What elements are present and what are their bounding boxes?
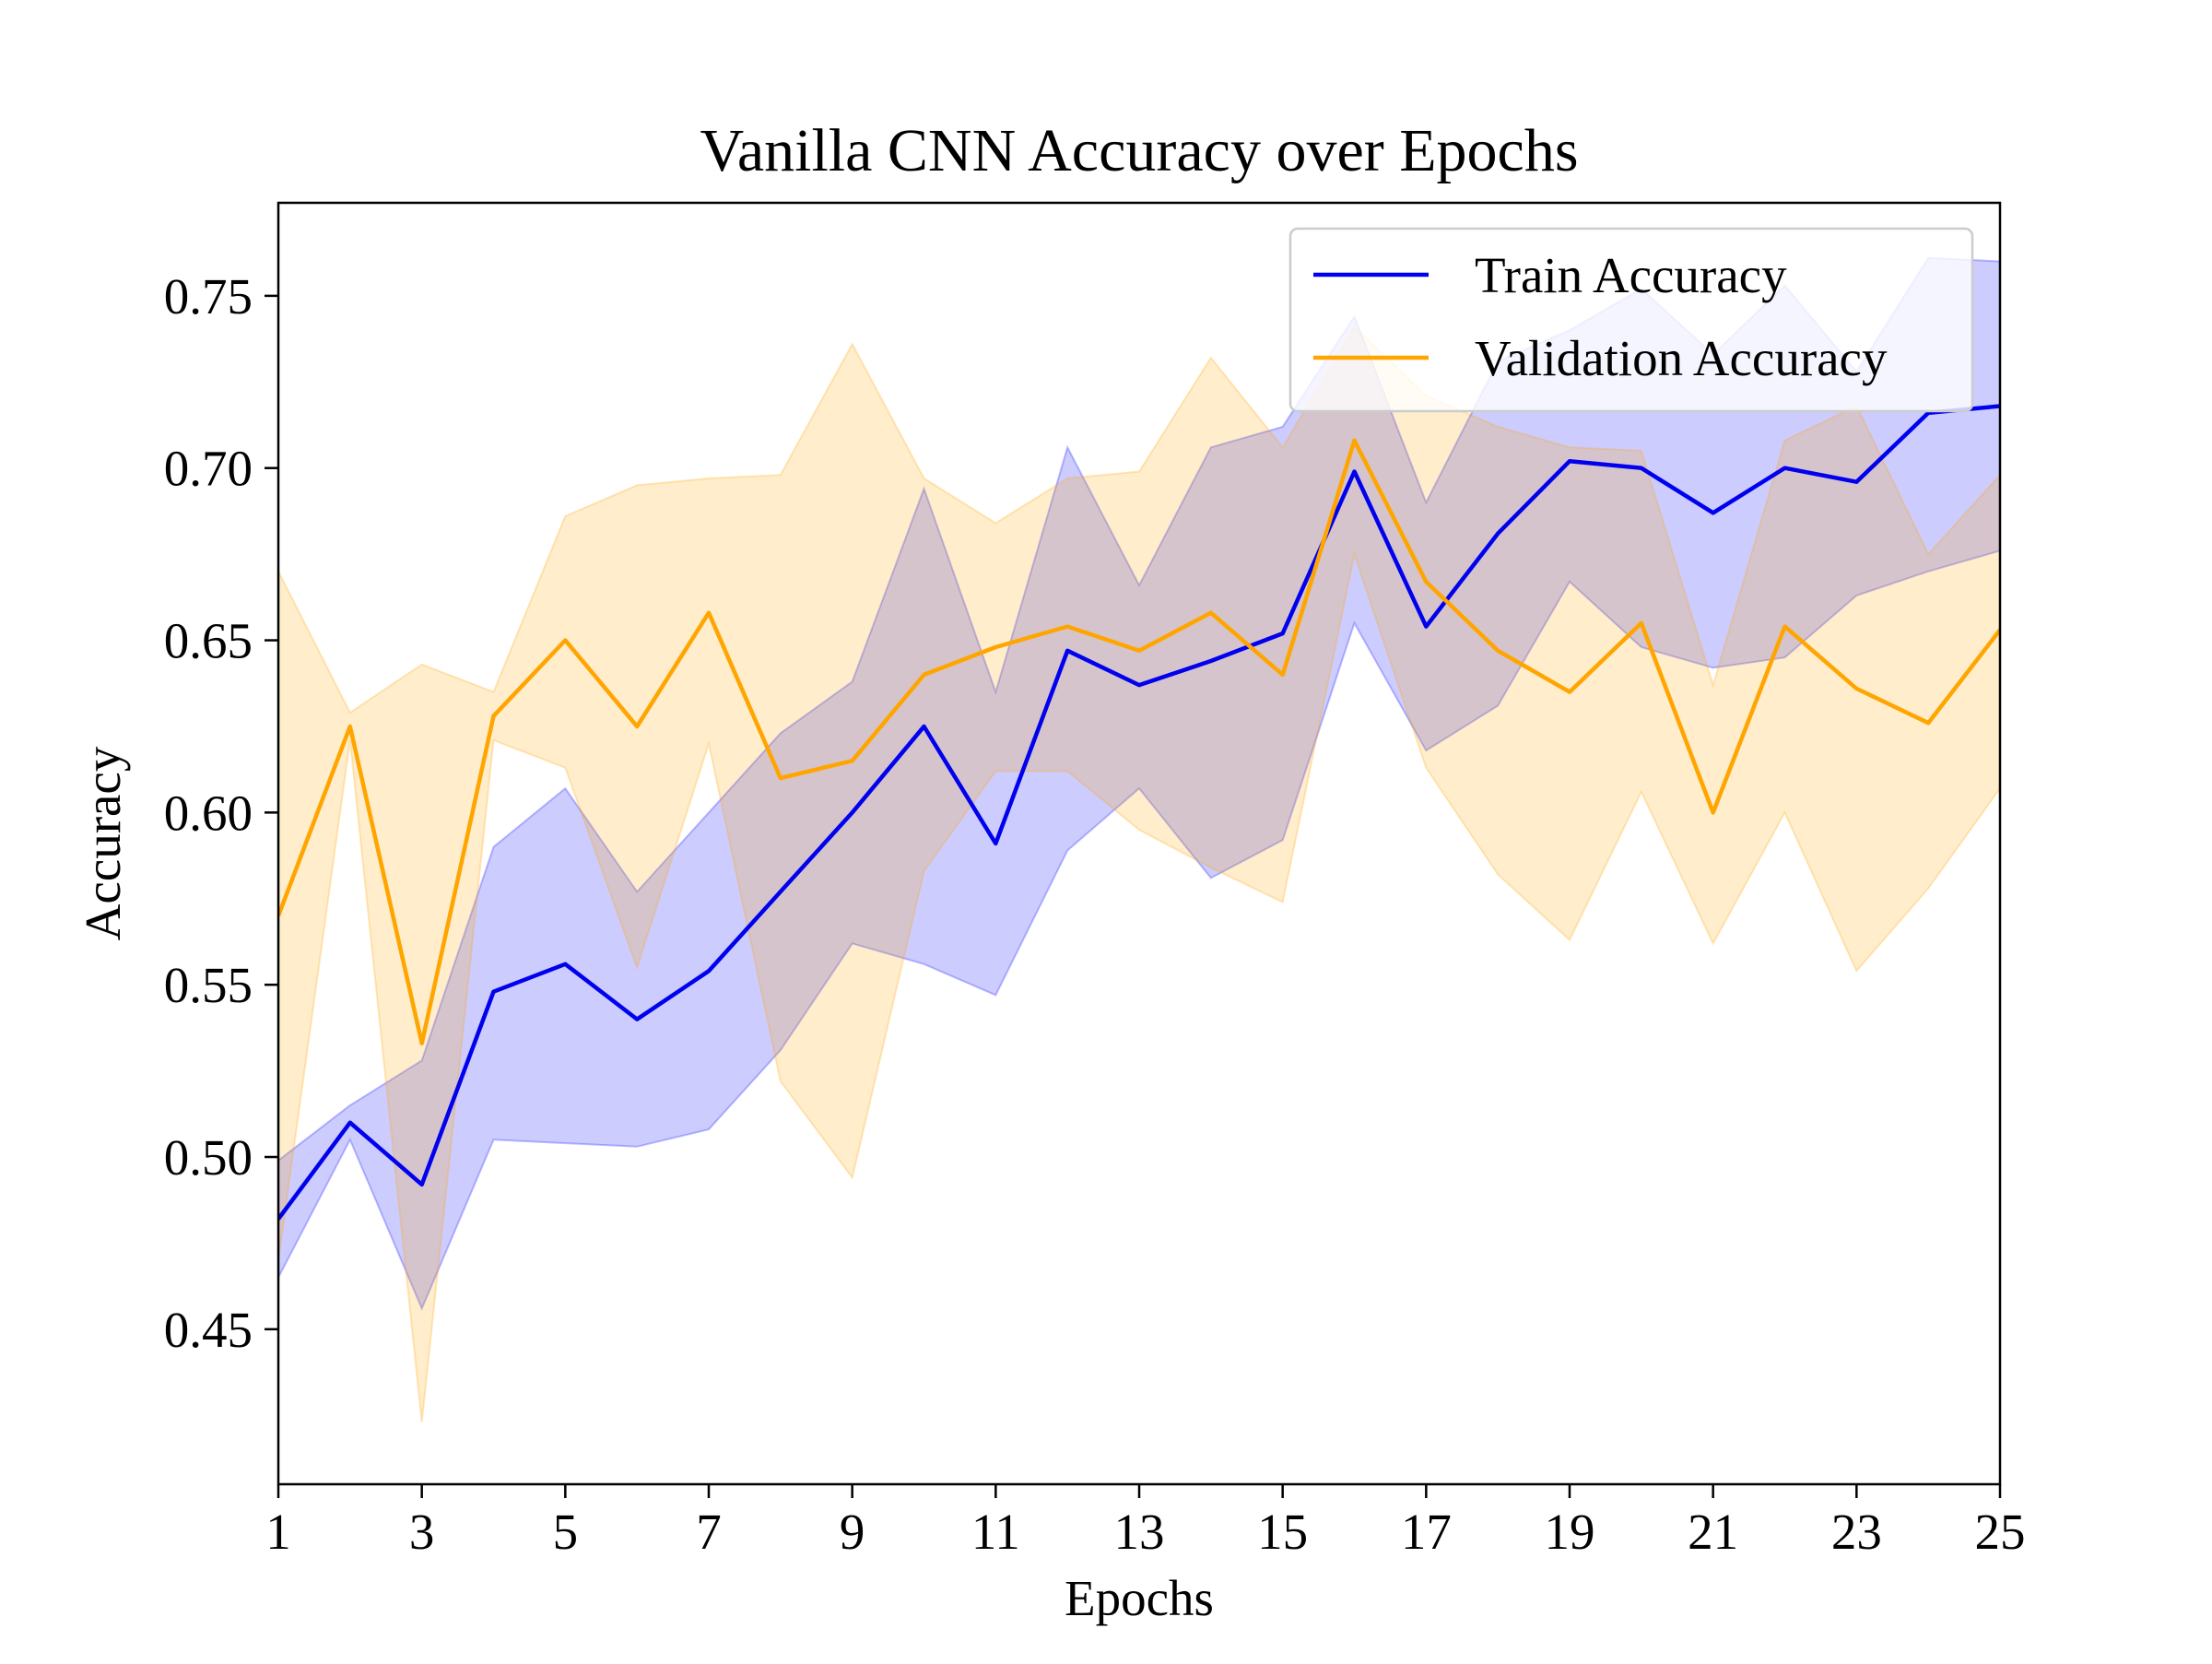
- x-tick-label: 3: [409, 1504, 435, 1560]
- x-tick-label: 9: [840, 1504, 865, 1560]
- x-axis-label: Epochs: [1065, 1570, 1214, 1626]
- y-tick-label: 0.60: [164, 785, 253, 841]
- x-tick-label: 23: [1831, 1504, 1882, 1560]
- series-2-band: [278, 325, 2000, 1422]
- y-tick-label: 0.75: [164, 268, 253, 325]
- x-tick-label: 21: [1688, 1504, 1738, 1560]
- x-tick-label: 17: [1401, 1504, 1452, 1560]
- x-tick-label: 25: [1975, 1504, 2026, 1560]
- series-2-line: [278, 438, 2000, 1045]
- legend-label-1: Train Accuracy: [1475, 247, 1787, 303]
- y-tick-label: 0.70: [164, 441, 253, 497]
- y-tick-label: 0.55: [164, 957, 253, 1013]
- y-tick-label: 0.50: [164, 1129, 253, 1186]
- series-1-line: [278, 404, 2000, 1221]
- x-tick-label: 15: [1257, 1504, 1308, 1560]
- legend: Train Accuracy Validation Accuracy: [1288, 227, 1974, 413]
- plot-area: [278, 256, 2000, 1422]
- x-tick-label: 13: [1114, 1504, 1165, 1560]
- series-1-band: [278, 256, 2000, 1311]
- x-tick-label: 11: [971, 1504, 1020, 1560]
- x-tick-label: 1: [265, 1504, 291, 1560]
- axes: 1 3 5 7 9 11 13 15 17 19 21 23 250.450.500.550.600.6…: [164, 201, 2026, 1560]
- plot-inner: [278, 256, 2000, 1422]
- y-axis-label: Accuracy: [75, 746, 131, 940]
- legend-label-2: Validation Accuracy: [1475, 330, 1888, 386]
- x-tick-label: 7: [696, 1504, 722, 1560]
- y-tick-label: 0.45: [164, 1302, 253, 1358]
- x-tick-label: 19: [1545, 1504, 1595, 1560]
- y-tick-label: 0.65: [164, 613, 253, 669]
- legend-box: [1288, 227, 1974, 413]
- x-tick-label: 5: [553, 1504, 579, 1560]
- chart-title: Vanilla CNN Accuracy over Epochs: [700, 117, 1578, 184]
